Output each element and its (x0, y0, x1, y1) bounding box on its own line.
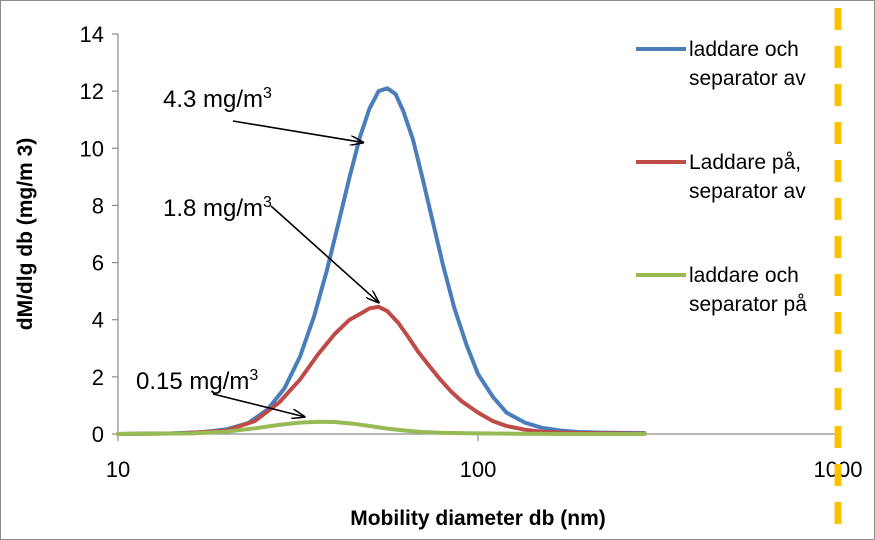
y-tick-label: 2 (92, 365, 104, 390)
legend: laddare och separator av Laddare på, separa… (636, 38, 807, 316)
annotation-layer: 4.3 mg/m3 1.8 mg/m3 0.15 mg/m3 (136, 85, 379, 417)
y-tick-label: 0 (92, 422, 104, 447)
y-axis-title: dM/dlg db (mg/m 3) (14, 138, 37, 330)
legend-label: laddare och (689, 264, 799, 287)
x-tick-label: 100 (460, 457, 497, 482)
y-ticks: 0 2 4 6 8 10 12 14 (80, 22, 118, 447)
legend-label: separator på (689, 293, 807, 316)
legend-label: separator av (689, 180, 806, 203)
y-tick-label: 8 (92, 193, 104, 218)
y-tick-label: 12 (80, 79, 104, 104)
x-axis-title: Mobility diameter db (nm) (350, 507, 606, 530)
y-tick-label: 10 (80, 136, 104, 161)
series-line-2 (116, 304, 647, 436)
legend-label: Laddare på, (689, 151, 801, 174)
y-tick-label: 6 (92, 251, 104, 276)
series-line-3 (116, 419, 647, 436)
y-tick-label: 4 (92, 308, 104, 333)
annotation-label-1: 4.3 mg/m3 (163, 85, 272, 113)
annotation-arrow-1 (232, 120, 363, 143)
x-tick-label: 10 (106, 457, 130, 482)
annotation-label-3: 0.15 mg/m3 (136, 367, 258, 395)
series-layer (116, 86, 647, 436)
legend-label: laddare och (689, 38, 799, 61)
series-line-1 (116, 86, 647, 436)
x-ticks: 101001000 (106, 434, 862, 482)
y-tick-label: 14 (80, 22, 104, 47)
annotation-arrow-3 (212, 393, 305, 417)
annotation-label-2: 1.8 mg/m3 (163, 194, 272, 222)
legend-label: separator av (689, 67, 806, 90)
annotation-arrow-2 (270, 205, 379, 303)
